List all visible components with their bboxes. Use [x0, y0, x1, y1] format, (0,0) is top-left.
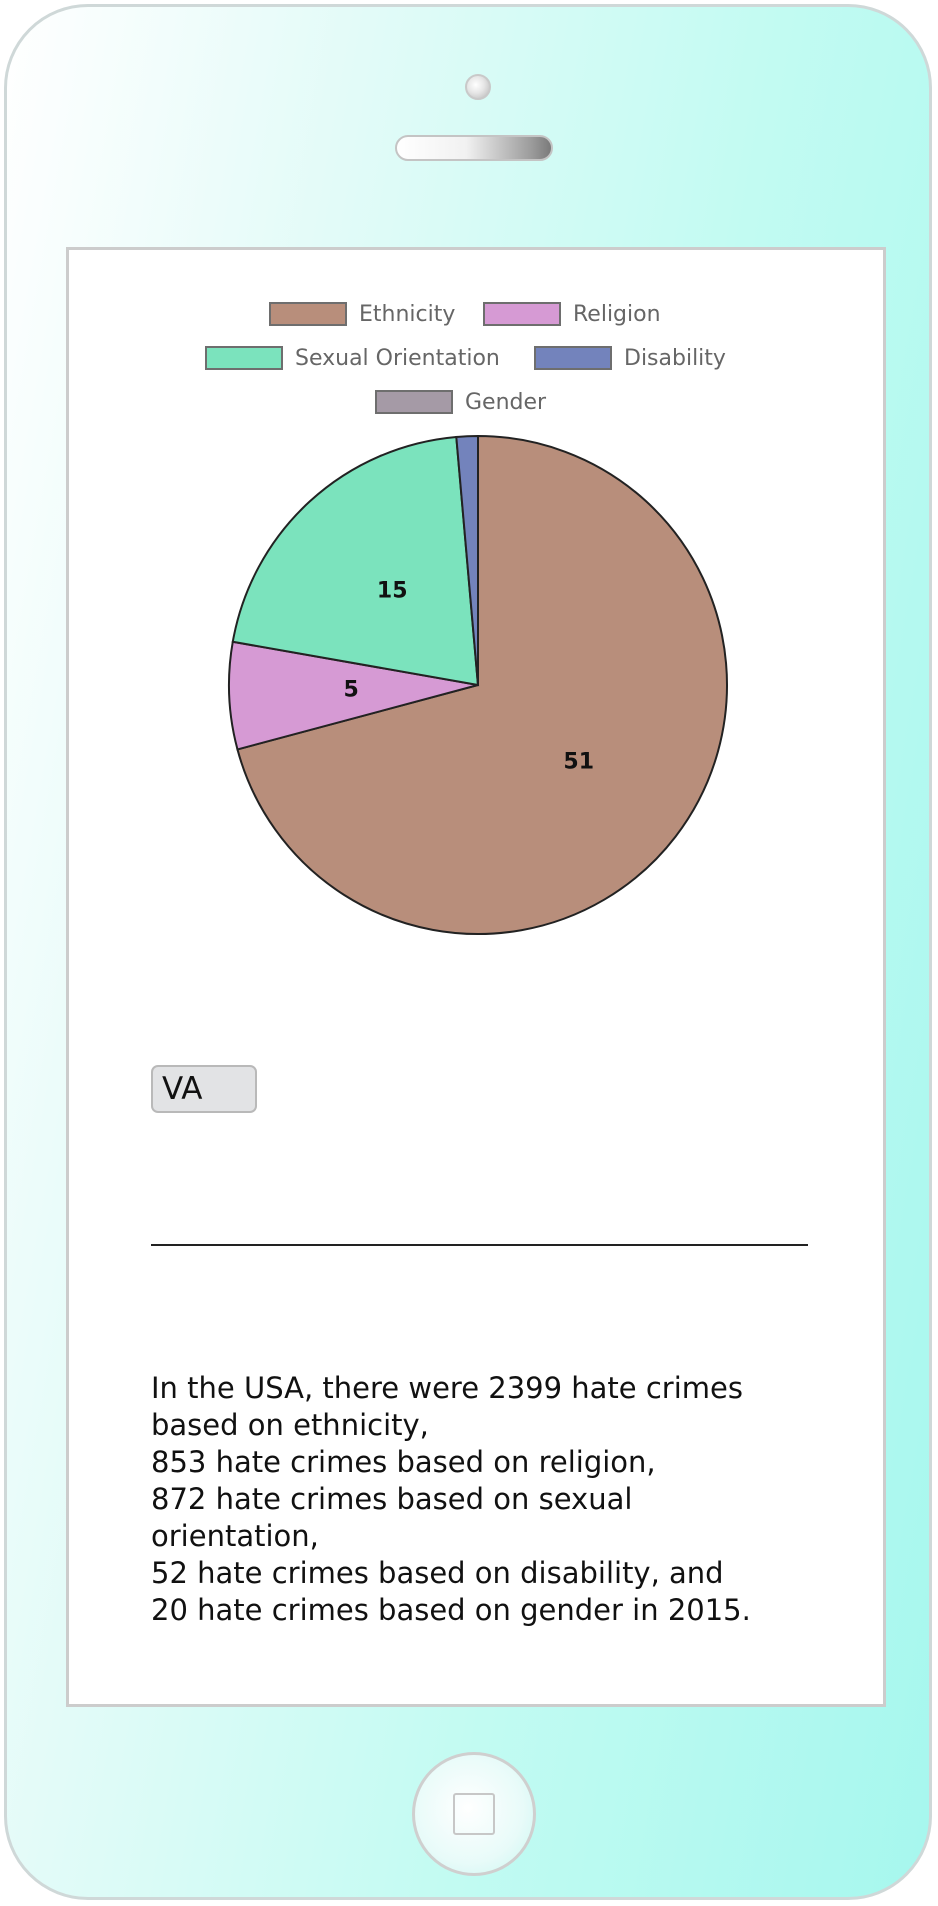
app-screen: Ethnicity Religion Sexual Orientation Disab…	[66, 247, 886, 1707]
summary-line: 853 hate crimes based on religion,	[151, 1445, 656, 1479]
home-button[interactable]	[412, 1752, 536, 1876]
legend-item-religion[interactable]: Religion	[483, 299, 661, 329]
pie-data-label: 15	[377, 578, 408, 603]
legend-label: Sexual Orientation	[295, 345, 500, 371]
home-square-icon	[453, 1793, 495, 1835]
pie-slice-sexual-orientation[interactable]	[231, 435, 480, 687]
phone-frame: Ethnicity Religion Sexual Orientation Disab…	[4, 4, 932, 1900]
legend-label: Ethnicity	[359, 301, 456, 327]
camera-icon	[465, 74, 491, 100]
pie-slice-disability[interactable]	[455, 434, 479, 686]
state-select[interactable]: VA	[151, 1065, 257, 1113]
legend-item-sexual-orientation[interactable]: Sexual Orientation	[205, 343, 500, 373]
legend-item-disability[interactable]: Disability	[534, 343, 726, 373]
legend-swatch	[483, 302, 561, 326]
summary-line: orientation,	[151, 1519, 319, 1553]
summary-line: In the USA, there were 2399 hate crimes	[151, 1371, 743, 1405]
section-divider	[151, 1244, 808, 1246]
legend-item-gender[interactable]: Gender	[375, 387, 546, 417]
legend-label: Disability	[624, 345, 726, 371]
speaker-icon	[395, 135, 553, 161]
pie-slice-religion[interactable]	[228, 640, 479, 751]
legend-swatch	[205, 346, 283, 370]
pie-data-label: 5	[343, 678, 358, 703]
legend-swatch	[375, 390, 453, 414]
legend-label: Religion	[573, 301, 661, 327]
summary-line: 872 hate crimes based on sexual	[151, 1482, 633, 1516]
summary-line: 52 hate crimes based on disability, and	[151, 1556, 724, 1590]
pie-data-label: 51	[563, 749, 594, 774]
legend-swatch	[534, 346, 612, 370]
legend-item-ethnicity[interactable]: Ethnicity	[269, 299, 455, 329]
legend-label: Gender	[465, 389, 547, 415]
pie-slice-ethnicity[interactable]	[236, 434, 728, 935]
summary-text: In the USA, there were 2399 hate crimes …	[151, 1370, 831, 1629]
pie-chart: 51 5 15	[228, 434, 728, 935]
summary-line: 20 hate crimes based on gender in 2015.	[151, 1593, 751, 1627]
legend-swatch	[269, 302, 347, 326]
summary-line: based on ethnicity,	[151, 1408, 429, 1442]
